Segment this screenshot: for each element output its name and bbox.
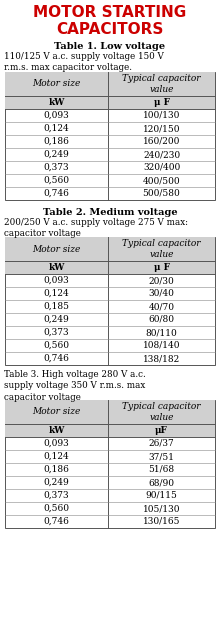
Text: 37/51: 37/51 <box>148 452 174 461</box>
Text: Motor size: Motor size <box>32 79 81 89</box>
Bar <box>5 424 215 437</box>
Text: 0,560: 0,560 <box>44 341 70 350</box>
Bar <box>5 72 215 96</box>
Text: μ F: μ F <box>154 98 169 107</box>
Text: 0,373: 0,373 <box>44 328 69 337</box>
Text: 51/68: 51/68 <box>148 465 174 474</box>
Bar <box>5 237 215 365</box>
Text: 0,746: 0,746 <box>44 517 70 526</box>
Bar <box>5 72 215 200</box>
Text: 60/80: 60/80 <box>148 315 174 324</box>
Text: 100/130: 100/130 <box>143 111 180 120</box>
Text: Table 3. High voltage 280 V a.c.
supply voltage 350 V r.m.s. max
capacitor volta: Table 3. High voltage 280 V a.c. supply … <box>4 370 146 402</box>
Text: 200/250 V a.c. supply voltage 275 V max:
capacitor voltage: 200/250 V a.c. supply voltage 275 V max:… <box>4 218 188 238</box>
Text: 120/150: 120/150 <box>143 124 180 133</box>
Text: 0,249: 0,249 <box>44 150 69 159</box>
Bar <box>5 400 215 528</box>
Text: 40/70: 40/70 <box>148 302 174 311</box>
Text: Table 2. Medium voltage: Table 2. Medium voltage <box>43 208 177 217</box>
Text: kW: kW <box>48 98 65 107</box>
Text: 0,093: 0,093 <box>44 111 69 120</box>
Text: 160/200: 160/200 <box>143 137 180 146</box>
Text: 0,093: 0,093 <box>44 276 69 285</box>
Text: Typical capacitor
value: Typical capacitor value <box>122 240 201 258</box>
Bar <box>5 237 215 261</box>
Text: 0,124: 0,124 <box>44 452 69 461</box>
Text: 240/230: 240/230 <box>143 150 180 159</box>
Text: 108/140: 108/140 <box>143 341 180 350</box>
Text: 0,093: 0,093 <box>44 439 69 448</box>
Text: kW: kW <box>48 426 65 435</box>
Text: 320/400: 320/400 <box>143 163 180 172</box>
Text: Typical capacitor
value: Typical capacitor value <box>122 402 201 422</box>
Text: 0,746: 0,746 <box>44 354 70 363</box>
Text: 0,373: 0,373 <box>44 163 69 172</box>
Text: 80/110: 80/110 <box>146 328 177 337</box>
Text: 0,249: 0,249 <box>44 315 69 324</box>
Text: 0,560: 0,560 <box>44 176 70 185</box>
Bar <box>5 400 215 424</box>
Text: Table 1. Low voltage: Table 1. Low voltage <box>54 42 166 51</box>
Text: 26/37: 26/37 <box>149 439 174 448</box>
Text: Motor size: Motor size <box>32 407 81 416</box>
Text: Typical capacitor
value: Typical capacitor value <box>122 74 201 94</box>
Text: 0,373: 0,373 <box>44 491 69 500</box>
Text: 138/182: 138/182 <box>143 354 180 363</box>
Text: MOTOR STARTING: MOTOR STARTING <box>33 5 187 20</box>
Text: 400/500: 400/500 <box>143 176 180 185</box>
Text: μF: μF <box>155 426 168 435</box>
Text: 0,560: 0,560 <box>44 504 70 513</box>
Bar <box>5 96 215 109</box>
Text: 0,746: 0,746 <box>44 189 70 198</box>
Text: Motor size: Motor size <box>32 245 81 253</box>
Text: 0,186: 0,186 <box>44 465 70 474</box>
Text: 0,124: 0,124 <box>44 289 69 298</box>
Text: 105/130: 105/130 <box>143 504 180 513</box>
Text: 130/165: 130/165 <box>143 517 180 526</box>
Text: 110/125 V a.c. supply voltage 150 V
r.m.s. max capacitor voltage.: 110/125 V a.c. supply voltage 150 V r.m.… <box>4 52 164 72</box>
Text: 90/115: 90/115 <box>146 491 178 500</box>
Text: CAPACITORS: CAPACITORS <box>56 22 164 37</box>
Text: 30/40: 30/40 <box>148 289 174 298</box>
Text: 0,124: 0,124 <box>44 124 69 133</box>
Text: μ F: μ F <box>154 263 169 272</box>
Text: 0,185: 0,185 <box>44 302 70 311</box>
Text: 20/30: 20/30 <box>149 276 174 285</box>
Text: 500/580: 500/580 <box>143 189 180 198</box>
Text: 0,186: 0,186 <box>44 137 70 146</box>
Bar <box>5 261 215 274</box>
Text: 68/90: 68/90 <box>148 478 174 487</box>
Text: 0,249: 0,249 <box>44 478 69 487</box>
Text: kW: kW <box>48 263 65 272</box>
